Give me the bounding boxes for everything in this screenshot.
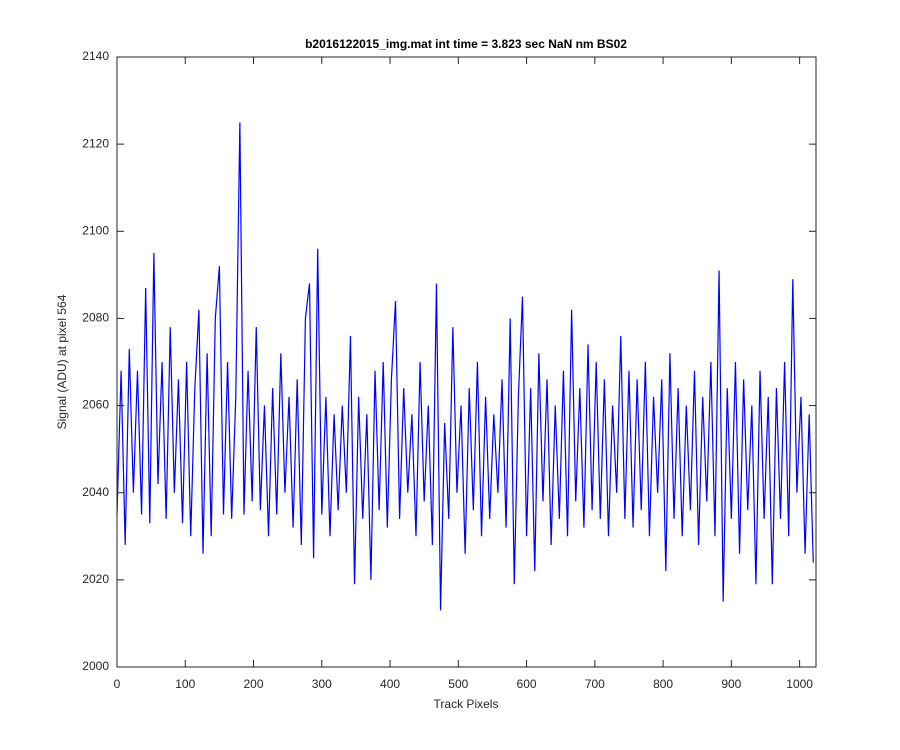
y-tick-label: 2020 (82, 572, 109, 586)
y-tick-label: 2060 (82, 398, 109, 412)
x-tick-label: 300 (312, 677, 332, 691)
x-axis-label: Track Pixels (434, 697, 499, 711)
x-tick-label: 400 (380, 677, 400, 691)
y-tick-label: 2040 (82, 485, 109, 499)
x-tick-label: 600 (517, 677, 537, 691)
y-axis-label: Signal (ADU) at pixel 564 (55, 294, 69, 429)
y-tick-label: 2000 (82, 659, 109, 673)
x-tick-label: 700 (585, 677, 605, 691)
x-tick-label: 100 (175, 677, 195, 691)
data-line (116, 122, 814, 611)
chart-title: b2016122015_img.mat int time = 3.823 sec… (305, 37, 627, 51)
y-tick-label: 2120 (82, 136, 109, 150)
x-tick-label: 1000 (786, 677, 813, 691)
x-tick-label: 200 (244, 677, 264, 691)
y-tick-label: 2100 (82, 223, 109, 237)
y-tick-label: 2080 (82, 311, 109, 325)
y-tick-label: 2140 (82, 49, 109, 63)
x-tick-label: 0 (114, 677, 121, 691)
x-tick-label: 800 (653, 677, 673, 691)
x-tick-label: 900 (721, 677, 741, 691)
plot-frame (116, 56, 817, 668)
x-tick-label: 500 (448, 677, 468, 691)
